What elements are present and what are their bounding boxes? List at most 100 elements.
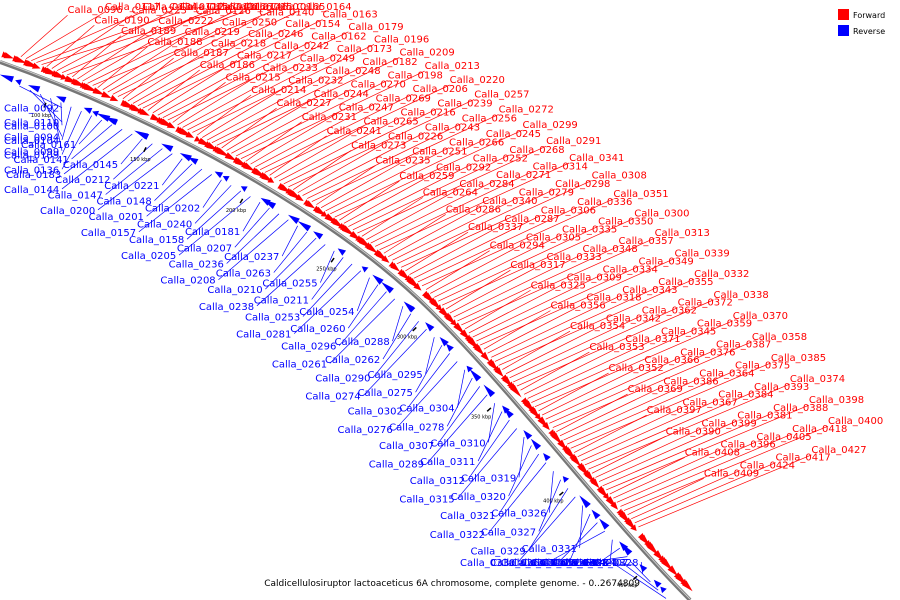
forward-feature-label: Calla_0335 <box>562 224 617 235</box>
forward-label-connector <box>157 50 275 116</box>
forward-feature-arrow <box>610 501 619 510</box>
forward-label-connector <box>396 188 556 265</box>
reverse-feature-label: Calla_0361 <box>552 558 607 569</box>
reverse-label-connector <box>548 471 554 513</box>
reverse-feature-arrow <box>222 175 230 182</box>
reverse-label-connector <box>29 89 63 123</box>
forward-feature-label: Calla_0266 <box>449 138 504 149</box>
reverse-label-connector <box>467 419 510 481</box>
reverse-feature-arrow <box>372 274 384 285</box>
reverse-feature-label: Calla_0201 <box>89 212 144 223</box>
reverse-feature-arrow <box>408 306 416 313</box>
forward-feature-label: Calla_0163 <box>322 10 377 21</box>
reverse-feature-label: Calla_0275 <box>358 388 413 399</box>
forward-feature-label: Calla_0196 <box>374 34 429 45</box>
forward-feature-label: Calla_0279 <box>519 187 574 198</box>
reverse-label-connector <box>395 361 458 430</box>
reverse-label-connector <box>356 277 370 311</box>
reverse-feature-arrow <box>161 143 174 152</box>
forward-feature-arrow <box>534 413 541 420</box>
forward-feature-arrow <box>60 73 68 80</box>
reverse-label-connector <box>579 505 584 548</box>
reverse-label-connector <box>508 445 532 497</box>
reverse-feature-label: Calla_0100 <box>4 121 59 132</box>
forward-label-connector <box>413 215 541 279</box>
reverse-label-connector <box>218 219 289 280</box>
forward-feature-label: Calla_0220 <box>450 75 505 86</box>
forward-label-connector <box>20 14 68 58</box>
forward-label-connector <box>177 72 263 126</box>
label-connector-lines <box>19 11 829 599</box>
reverse-feature-label: Calla_0205 <box>121 251 176 262</box>
reverse-label-connector <box>61 110 82 155</box>
reverse-label-connector <box>293 270 362 334</box>
forward-label-connector <box>259 93 413 170</box>
reverse-feature-label: Calla_0315 <box>399 495 454 506</box>
forward-label-connector <box>476 266 639 342</box>
reverse-label-connector <box>405 353 450 411</box>
forward-feature-label: Calla_0218 <box>211 39 266 50</box>
reverse-feature-arrow <box>599 518 610 530</box>
reverse-label-connector <box>146 168 203 217</box>
reverse-feature-arrow <box>562 476 570 483</box>
reverse-feature-arrow <box>288 214 300 224</box>
reverse-feature-label: Calla_0324 <box>532 558 587 569</box>
forward-label-connector <box>453 253 583 318</box>
forward-feature-label: Calla_0337 <box>468 222 523 233</box>
forward-feature-arrow <box>305 200 316 209</box>
scale-tick-mark <box>330 257 335 263</box>
legend-forward-label: Forward <box>853 11 885 20</box>
reverse-feature-label: Calla_0221 <box>104 181 159 192</box>
reverse-feature-label: Calla_0210 <box>207 285 262 296</box>
chromosome-backbone-highlight <box>0 60 691 600</box>
forward-feature-label: Calla_0140 <box>259 8 314 19</box>
forward-label-connector <box>609 457 685 495</box>
reverse-label-connector <box>194 185 232 224</box>
forward-label-connector <box>320 156 413 208</box>
forward-label-connector <box>316 165 376 205</box>
reverse-feature-label: Calla_0211 <box>254 295 309 306</box>
forward-label-connector <box>409 223 505 275</box>
forward-label-connector <box>616 441 757 503</box>
reverse-label-connector <box>154 163 193 201</box>
scale-tick-label: 450 kbp <box>617 583 637 589</box>
forward-label-connector <box>549 349 717 424</box>
reverse-feature-label: Calla_0253 <box>245 312 300 323</box>
forward-label-connector <box>31 11 143 61</box>
scale-tick-mark <box>632 575 638 581</box>
reverse-label-connector <box>265 237 317 290</box>
reverse-label-connector <box>256 244 326 307</box>
reverse-label-connector <box>487 462 547 535</box>
forward-feature-arrow <box>667 565 679 577</box>
forward-feature-label: Calla_0355 <box>658 277 713 288</box>
reverse-feature-label: Calla_0147 <box>48 190 103 201</box>
forward-label-connector <box>534 320 733 408</box>
reverse-feature-label: Calla_0144 <box>4 185 59 196</box>
forward-feature-label: Calla_0291 <box>546 136 601 147</box>
reverse-feature-arrow <box>337 248 347 256</box>
forward-feature-label: Calla_0251 <box>412 147 467 158</box>
forward-feature-label: Calla_0190 <box>94 15 149 26</box>
forward-label-connector <box>162 41 312 118</box>
scale-tick-mark <box>43 102 47 108</box>
reverse-feature-label: Calla_0331 <box>522 544 577 555</box>
reverse-feature-label: Calla_0320 <box>451 492 506 503</box>
scale-tick-label: 250 kbp <box>316 267 336 273</box>
forward-feature-label: Calla_0217 <box>237 50 292 61</box>
scale-ticks: 100 kbp 150 kbp 200 kbp 250 kbp 300 kbp 350 k… <box>31 102 638 589</box>
forward-feature-label: Calla_0339 <box>675 249 730 260</box>
forward-feature-label: Calla_0398 <box>809 395 864 406</box>
forward-feature-label: Calla_0235 <box>375 156 430 167</box>
forward-feature-label: Calla_0314 <box>533 162 588 173</box>
reverse-feature-arrow <box>591 509 601 520</box>
forward-feature-arrow <box>224 152 237 161</box>
forward-feature-arrow <box>92 87 105 96</box>
forward-label-connector <box>570 362 771 449</box>
reverse-feature-label: Calla_0423 <box>553 558 608 569</box>
reverse-feature-label: Calla_0161 <box>21 140 76 151</box>
reverse-label-connector <box>71 124 113 160</box>
forward-label-connector <box>330 138 486 215</box>
forward-label-connector <box>25 11 106 60</box>
forward-feature-label: Calla_0409 <box>704 468 759 479</box>
reverse-feature-label: Calla_0304 <box>399 404 454 415</box>
